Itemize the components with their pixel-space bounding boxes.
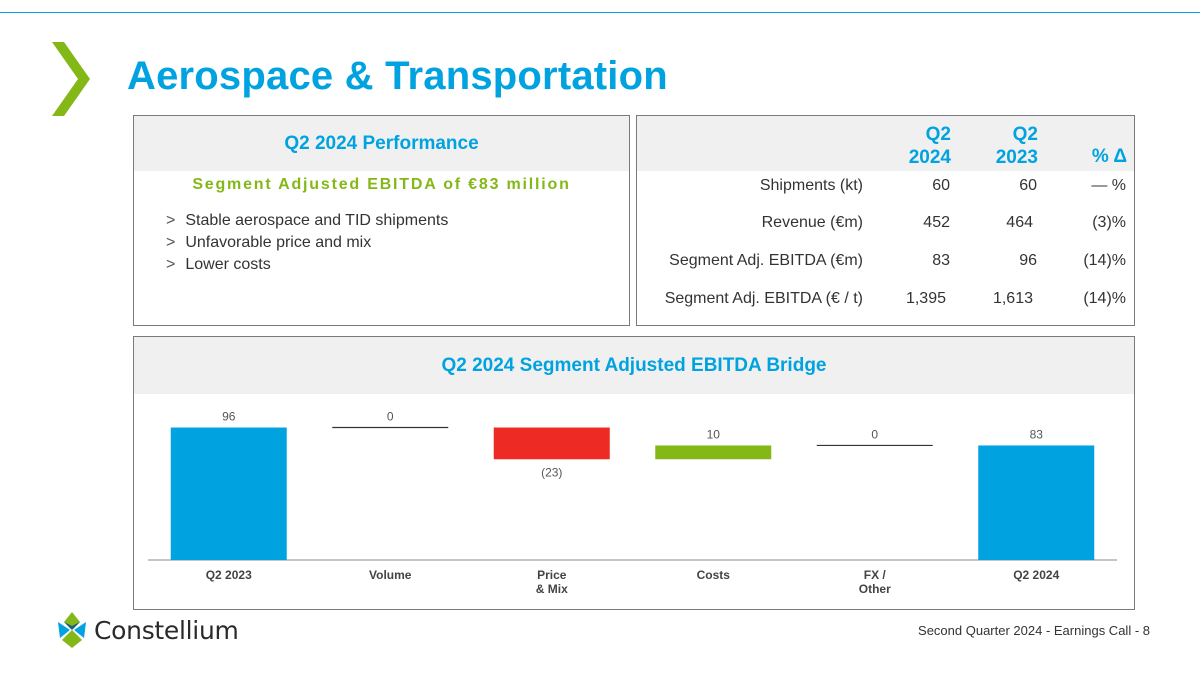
category-label-3: Costs [697, 568, 731, 582]
table-header [637, 116, 1134, 171]
top-rule [0, 12, 1200, 13]
category-label-1: Volume [369, 568, 412, 582]
data-label-3: 10 [707, 427, 721, 441]
cell-q2-2024: 452 [923, 214, 950, 231]
bar-2 [493, 427, 610, 460]
data-label-4: 0 [871, 427, 878, 441]
performance-heading: Q2 2024 Performance [134, 116, 629, 171]
col-q2-2023-header: Q2 2023 [995, 124, 1038, 168]
row-label: Revenue (€m) [761, 214, 863, 231]
footer-text: Second Quarter 2024 - Earnings Call - 8 [918, 623, 1150, 638]
cell-change: (14)% [1083, 290, 1126, 307]
performance-bullets: > Stable aerospace and TID shipments > Unf… [134, 210, 629, 276]
bullet-arrow-icon: > [166, 234, 176, 251]
cell-q2-2023: 464 [1006, 214, 1033, 231]
cell-change: (3)% [1092, 214, 1126, 231]
category-label-4: FX / [864, 568, 887, 582]
bullet-arrow-icon: > [166, 212, 176, 229]
cell-change: — % [1091, 177, 1126, 194]
performance-subheading: Segment Adjusted EBITDA of €83 million [192, 176, 571, 193]
ebitda-bridge-panel: Q2 2024 Segment Adjusted EBITDA Bridge 9… [133, 336, 1135, 610]
chart-title: Q2 2024 Segment Adjusted EBITDA Bridge [134, 337, 1134, 394]
data-label-2: (23) [541, 465, 562, 479]
bar-5 [978, 445, 1095, 560]
cell-q2-2024: 1,395 [905, 290, 946, 307]
bar-3 [655, 445, 772, 460]
category-label-2: & Mix [536, 582, 568, 596]
metrics-table: Q2 2024 Q2 2023 % Δ Shipments (kt) 60 60 —… [636, 115, 1135, 326]
row-label: Segment Adj. EBITDA (€ / t) [664, 290, 863, 307]
cell-q2-2023: 96 [1019, 252, 1037, 269]
bullet-arrow-icon: > [166, 256, 176, 273]
cell-q2-2023: 1,613 [992, 290, 1033, 307]
page-title: Aerospace & Transportation [127, 54, 668, 98]
cell-change: (14)% [1083, 252, 1126, 269]
list-item: > Lower costs [166, 256, 271, 273]
list-item: > Unfavorable price and mix [166, 234, 372, 251]
data-label-1: 0 [387, 410, 394, 424]
cell-q2-2024: 83 [932, 252, 950, 269]
category-label-2: Price [537, 568, 567, 582]
row-label: Segment Adj. EBITDA (€m) [669, 252, 863, 269]
logo-wordmark: Constellium [94, 615, 239, 645]
performance-panel: Q2 2024 Performance Segment Adjusted EBI… [133, 115, 630, 326]
ebitda-bridge-chart: 96 Q2 2023 0 Volume (23) Price& Mix 10 Costs 0 FX… [148, 410, 1117, 596]
row-label: Shipments (kt) [759, 177, 863, 194]
bar-0 [170, 427, 287, 560]
list-item: > Stable aerospace and TID shipments [166, 212, 449, 229]
col-q2-2024-header: Q2 2024 [908, 124, 951, 168]
data-label-0: 96 [222, 410, 236, 424]
col-change-header: % Δ [1091, 146, 1127, 167]
data-label-5: 83 [1030, 427, 1044, 441]
category-label-0: Q2 2023 [206, 568, 252, 582]
constellium-logo-icon [58, 612, 86, 648]
cell-q2-2024: 60 [932, 177, 950, 194]
category-label-5: Q2 2024 [1013, 568, 1059, 582]
category-label-4: Other [859, 582, 891, 596]
chevron-icon [52, 42, 90, 116]
constellium-logo: Constellium [56, 612, 239, 648]
cell-q2-2023: 60 [1019, 177, 1037, 194]
